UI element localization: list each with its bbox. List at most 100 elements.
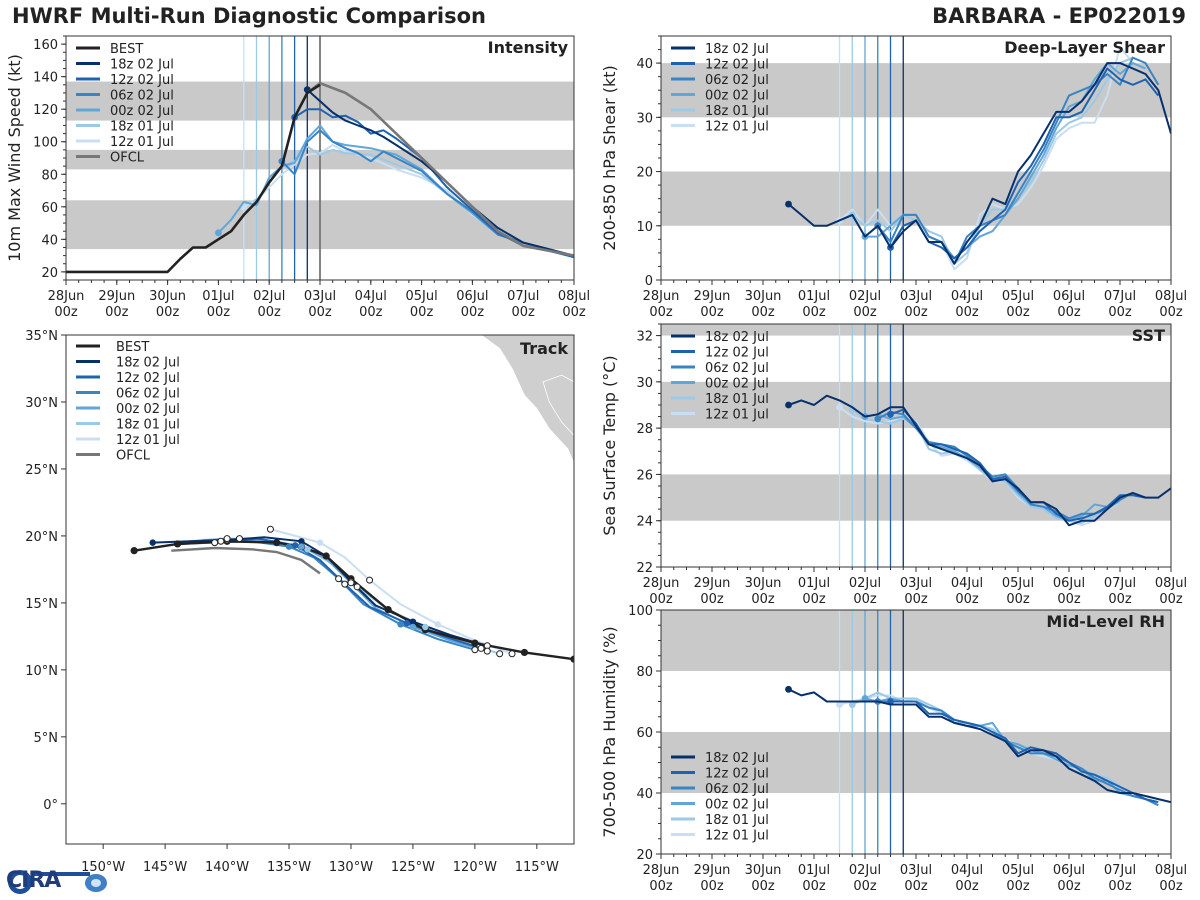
- track-land-0: [480, 335, 574, 504]
- track-point-12z-02-jul: [477, 644, 485, 652]
- intensity-title: Intensity: [488, 38, 569, 57]
- sst-xtick-label: 02Jul: [849, 576, 881, 591]
- shear-xtick-label: 00z: [955, 305, 979, 320]
- sst-legend-label: 00z 02 Jul: [705, 377, 769, 392]
- intensity-xtick-label: 00z: [156, 305, 180, 320]
- shear-series-18z-01-jul: [851, 56, 1134, 265]
- rh-legend-label: 18z 01 Jul: [705, 813, 769, 828]
- track-point-06z-02-jul: [335, 575, 343, 583]
- shear-title: Deep-Layer Shear: [1004, 38, 1165, 57]
- rh-xtick-label: 00z: [1108, 879, 1132, 894]
- rh-init-point-00z-02-jul: [861, 695, 869, 702]
- shear-xtick-label: 06Jul: [1053, 289, 1085, 304]
- intensity-xtick-label: 00z: [105, 305, 129, 320]
- shear-ytick-label: 10: [636, 220, 653, 235]
- rh-xtick-label: 02Jul: [849, 863, 881, 878]
- shear-legend-label: 00z 02 Jul: [705, 89, 769, 104]
- shear-xtick-label: 00z: [853, 305, 877, 320]
- track-point-12z-01-jul: [508, 650, 516, 658]
- rh-legend-label: 12z 02 Jul: [705, 767, 769, 782]
- rh-xtick-label: 05Jul: [1002, 863, 1034, 878]
- rh-xtick-label: 07Jul: [1104, 863, 1136, 878]
- shear-series-06z-02-jul: [877, 56, 1160, 265]
- track-title: Track: [520, 339, 568, 358]
- intensity-ytick-label: 60: [41, 201, 58, 216]
- intensity-legend-label: BEST: [110, 42, 143, 57]
- track-point-06z-02-jul: [471, 646, 479, 654]
- track-point-best: [570, 655, 574, 663]
- intensity-xtick-label: 30Jun: [149, 289, 186, 304]
- track-xtick-label: 135°W: [267, 860, 311, 875]
- rh-xtick-label: 00z: [1159, 879, 1183, 894]
- shear-xtick-label: 08Jul: [1155, 289, 1187, 304]
- rh-xtick-label: 00z: [1006, 879, 1030, 894]
- sst-legend-label: 06z 02 Jul: [705, 361, 769, 376]
- shear-series-12z-02-jul: [889, 67, 1160, 260]
- sst-series-18z-02-jul: [788, 394, 1171, 527]
- track-point-18z-02-jul: [409, 618, 417, 625]
- intensity-ytick-label: 100: [33, 136, 58, 151]
- shear-xtick-label: 30Jun: [745, 289, 782, 304]
- shear-ytick-label: 40: [636, 57, 653, 72]
- track-point-06z-02-jul: [211, 539, 219, 547]
- shear-xtick-label: 00z: [802, 305, 826, 320]
- sst-legend-label: 12z 01 Jul: [705, 408, 769, 423]
- shear-band-0: [661, 171, 1171, 226]
- track-ytick-label: 0°: [43, 798, 58, 813]
- shear-xtick-label: 03Jul: [900, 289, 932, 304]
- rh-xtick-label: 03Jul: [900, 863, 932, 878]
- cira-logo: [8, 870, 107, 894]
- rh-xtick-label: 00z: [700, 879, 724, 894]
- intensity-ylabel: 10m Max Wind Speed (kt): [5, 54, 24, 262]
- shear-xtick-label: 05Jul: [1002, 289, 1034, 304]
- intensity-legend-label: 18z 02 Jul: [110, 58, 174, 73]
- intensity-xtick-label: 07Jul: [507, 289, 539, 304]
- track-point-best: [384, 605, 392, 614]
- rh-init-point-18z-01-jul: [848, 701, 856, 708]
- intensity-xtick-label: 28Jun: [48, 289, 85, 304]
- sst-xtick-label: 30Jun: [745, 576, 782, 591]
- rh-legend-label: 06z 02 Jul: [705, 782, 769, 797]
- sst-init-point-06z-02-jul: [874, 415, 882, 423]
- rh-ytick-label: 40: [636, 787, 653, 802]
- shear-ytick-label: 0: [645, 274, 653, 289]
- intensity-xtick-label: 00z: [359, 305, 383, 320]
- track-legend-label: BEST: [116, 340, 149, 355]
- intensity-xtick-label: 03Jul: [304, 289, 336, 304]
- shear-series-12z-01-jul: [838, 45, 1134, 271]
- sst-panel: 22242628303228Jun00z29Jun00z30Jun00z01Ju…: [600, 323, 1187, 607]
- track-legend-label: 12z 02 Jul: [116, 371, 180, 386]
- sst-init-point-18z-02-jul: [785, 401, 792, 409]
- shear-xtick-label: 01Jul: [798, 289, 830, 304]
- sst-ytick-label: 32: [636, 330, 653, 345]
- track-xtick-label: 115°W: [515, 860, 559, 875]
- track-series-best: [133, 540, 574, 661]
- sst-xtick-label: 04Jul: [951, 576, 983, 591]
- shear-legend-label: 18z 02 Jul: [705, 42, 769, 57]
- rh-xtick-label: 00z: [955, 879, 979, 894]
- sst-xtick-label: 00z: [1159, 592, 1183, 607]
- shear-xtick-label: 00z: [1057, 305, 1081, 320]
- sst-xtick-label: 00z: [1108, 592, 1132, 607]
- sst-title: SST: [1132, 326, 1165, 345]
- shear-xtick-label: 00z: [751, 305, 775, 320]
- intensity-xtick-label: 05Jul: [405, 289, 437, 304]
- intensity-ytick-label: 140: [33, 71, 58, 86]
- sst-xtick-label: 00z: [955, 592, 979, 607]
- sst-xtick-label: 03Jul: [900, 576, 932, 591]
- rh-xtick-label: 00z: [802, 879, 826, 894]
- rh-panel: 2040608010028Jun00z29Jun00z30Jun00z01Jul…: [600, 604, 1187, 894]
- shear-ytick-label: 30: [636, 111, 653, 126]
- sst-series-12z-02-jul: [890, 408, 1146, 522]
- track-point-12z-01-jul: [316, 539, 324, 546]
- track-point-12z-01-jul: [266, 525, 274, 533]
- track-point-18z-01-jul: [235, 535, 243, 543]
- intensity-xtick-label: 00z: [410, 305, 434, 320]
- rh-legend-label: 18z 02 Jul: [705, 751, 769, 766]
- sst-ytick-label: 30: [636, 376, 653, 391]
- shear-band-1: [661, 63, 1171, 118]
- sst-init-point-12z-01-jul: [836, 403, 843, 411]
- intensity-series-best: [66, 83, 321, 274]
- rh-legend-label: 00z 02 Jul: [705, 798, 769, 813]
